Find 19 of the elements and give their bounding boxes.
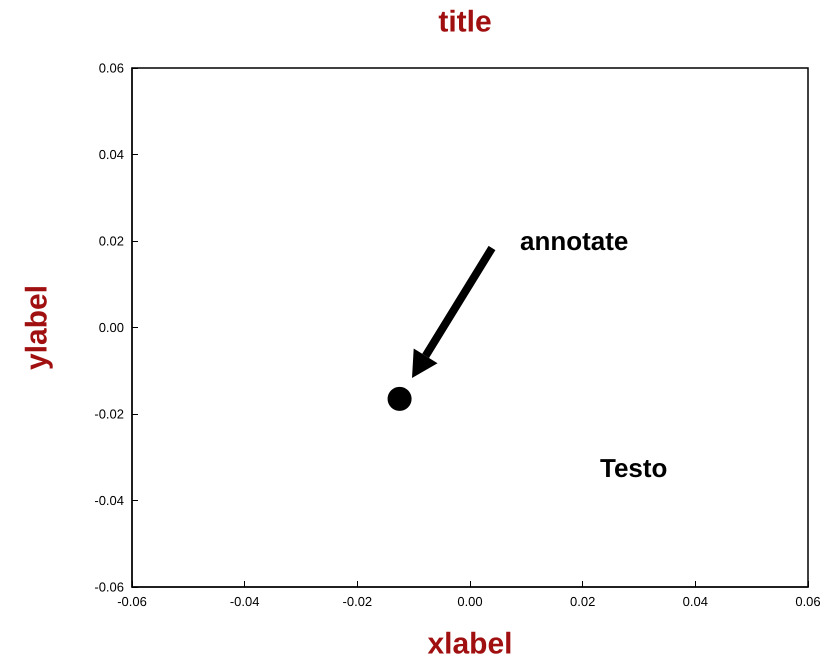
y-tick-label: 0.00 — [98, 320, 124, 335]
y-tick-label: -0.04 — [94, 493, 124, 508]
x-tick-label: -0.04 — [230, 594, 260, 609]
annotation: annotate — [520, 226, 628, 256]
x-tick-label: 0.04 — [682, 594, 708, 609]
y-tick-label: 0.06 — [98, 60, 124, 76]
x-tick-label: -0.06 — [117, 594, 147, 609]
x-axis-title: xlabel — [427, 628, 513, 660]
x-tick-label: -0.02 — [342, 594, 372, 609]
y-axis-title: ylabel — [20, 284, 54, 370]
y-tick-label: -0.02 — [94, 406, 124, 422]
x-tick-label: 0.00 — [457, 594, 483, 609]
x-tick-label: 0.06 — [795, 594, 821, 609]
y-tick-label: -0.06 — [94, 580, 124, 594]
chart-title: title — [438, 6, 492, 38]
y-tick-label: 0.04 — [98, 147, 124, 162]
annotation: Testo — [600, 453, 668, 483]
x-tick-label: 0.02 — [570, 594, 596, 609]
y-tick-label: 0.02 — [98, 234, 124, 248]
